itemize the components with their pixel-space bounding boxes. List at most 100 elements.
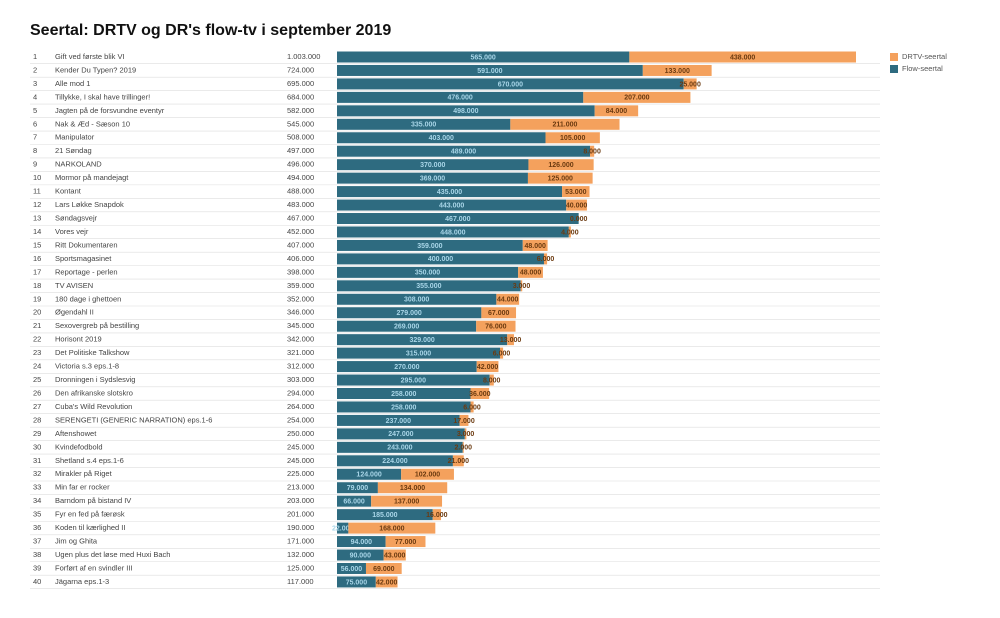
total-label: 225.000	[287, 469, 314, 478]
row-label: Mormor på mandejagt	[55, 173, 129, 182]
value-label: 13.000	[500, 337, 522, 344]
value-label: 168.000	[379, 525, 404, 532]
row-label: NARKOLAND	[55, 160, 102, 169]
row-label: Kvindefodbold	[55, 442, 103, 451]
row-label: 21 Søndag	[55, 146, 92, 155]
value-label: 125.000	[548, 175, 573, 182]
rank: 26	[33, 388, 41, 397]
rank: 34	[33, 496, 41, 505]
row-label: Reportage - perlen	[55, 267, 118, 276]
row-label: Jim og Ghita	[55, 537, 98, 546]
bar-segment	[337, 320, 477, 332]
total-label: 312.000	[287, 362, 314, 371]
row-label: Sportsmagasinet	[55, 254, 112, 263]
bar-segment	[527, 172, 593, 184]
bar-segment	[499, 347, 504, 359]
total-label: 582.000	[287, 106, 314, 115]
bar-segment	[337, 482, 378, 494]
value-label: 308.000	[404, 297, 429, 304]
bar-segment	[507, 334, 514, 346]
total-label: 684.000	[287, 92, 314, 101]
total-label: 345.000	[287, 321, 314, 330]
bar-segment	[337, 495, 372, 507]
bar-segment	[337, 105, 595, 117]
bar-segment	[365, 562, 402, 574]
value-label: 75.000	[346, 579, 368, 586]
rank: 5	[33, 106, 37, 115]
bar-segment	[337, 266, 519, 278]
rank: 6	[33, 119, 37, 128]
row-label: Jägarna eps.1-3	[55, 577, 109, 586]
rank: 33	[33, 483, 41, 492]
total-label: 321.000	[287, 348, 314, 357]
total-label: 494.000	[287, 173, 314, 182]
bar-segment	[337, 293, 497, 305]
total-label: 190.000	[287, 523, 314, 532]
row-label: Ugen plus det løse med Huxi Bach	[55, 550, 170, 559]
bar-segment	[522, 239, 548, 251]
value-label: 134.000	[400, 485, 425, 492]
bar-segment	[337, 51, 630, 63]
value-label: 0.000	[570, 216, 588, 223]
bar-segment	[337, 91, 584, 103]
rank: 13	[33, 214, 41, 223]
row-label: Victoria s.3 eps.1-8	[55, 362, 119, 371]
value-label: 359.000	[417, 243, 442, 250]
value-label: 247.000	[388, 431, 413, 438]
bar-segment	[337, 414, 460, 426]
total-label: 171.000	[287, 537, 314, 546]
total-label: 695.000	[287, 79, 314, 88]
row-label: Den afrikanske slotskro	[55, 388, 133, 397]
bar-segment	[590, 145, 595, 157]
value-label: 243.000	[387, 445, 412, 452]
bar-segment	[470, 388, 490, 399]
total-label: 203.000	[287, 496, 314, 505]
bar-segment	[470, 401, 474, 413]
row-label: Koden til kærlighed II	[55, 523, 125, 532]
legend-label: DRTV-seertal	[902, 52, 947, 61]
bar-segment	[337, 145, 591, 157]
value-label: 16.000	[426, 512, 448, 519]
rank: 18	[33, 281, 41, 290]
value-label: 2.000	[454, 445, 472, 452]
bar-segment	[385, 536, 426, 548]
row-label: Fyr en fed på færøsk	[55, 510, 125, 519]
value-label: 17.000	[453, 418, 475, 425]
bar-segment	[545, 132, 600, 144]
rank: 19	[33, 294, 41, 303]
bar-segment	[337, 388, 471, 399]
value-label: 36.000	[469, 391, 491, 398]
value-label: 56.000	[341, 566, 363, 573]
total-label: 407.000	[287, 240, 314, 249]
value-label: 3.000	[457, 431, 475, 438]
row-label: Horisont 2019	[55, 335, 102, 344]
rank: 28	[33, 415, 41, 424]
bar-segment	[337, 213, 579, 225]
value-label: 3.000	[513, 283, 531, 290]
bar-segment	[337, 64, 643, 76]
rank: 27	[33, 402, 41, 411]
bar-segment	[452, 455, 464, 467]
bar-segment	[462, 441, 464, 453]
bar-segment	[510, 118, 620, 130]
bar-segment	[337, 280, 521, 292]
chart-title: Seertal: DRTV og DR's flow-tv i septembe…	[30, 22, 391, 39]
rank: 38	[33, 550, 41, 559]
bar-segment	[337, 401, 471, 413]
row-label: Aftenshowet	[55, 429, 97, 438]
bar-segment	[337, 361, 477, 373]
total-label: 132.000	[287, 550, 314, 559]
value-label: 76.000	[485, 324, 507, 331]
total-label: 125.000	[287, 563, 314, 572]
bar-segment	[683, 78, 697, 90]
row-label: Jagten på de forsvundne eventyr	[55, 106, 165, 115]
row-label: 180 dage i ghettoen	[55, 294, 121, 303]
value-label: 269.000	[394, 324, 419, 331]
value-label: 124.000	[356, 472, 381, 479]
value-label: 94.000	[351, 539, 373, 546]
bar-segment	[375, 576, 398, 588]
value-label: 335.000	[411, 122, 436, 129]
row-label: SERENGETI (GENERIC NARRATION) eps.1-6	[55, 415, 212, 424]
rank: 30	[33, 442, 41, 451]
